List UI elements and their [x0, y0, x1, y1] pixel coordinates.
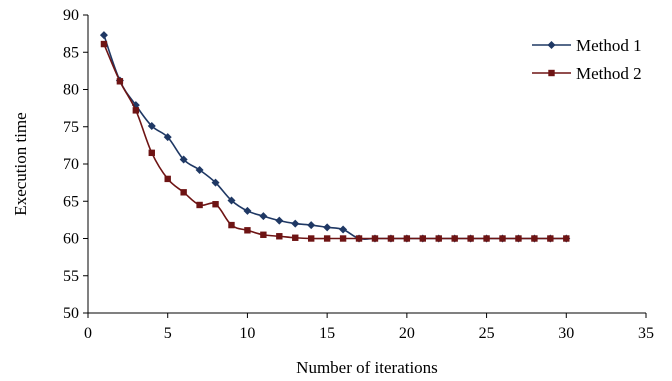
series-1	[99, 31, 571, 243]
data-point	[291, 219, 300, 228]
data-point	[323, 223, 332, 232]
data-point	[499, 235, 506, 242]
y-axis-label: Execution time	[11, 112, 30, 215]
legend-item: Method 2	[532, 64, 642, 83]
data-point	[515, 235, 522, 242]
data-point	[196, 201, 203, 209]
series-line	[103, 43, 567, 240]
y-tick-label: 70	[63, 156, 79, 173]
data-point	[308, 235, 315, 242]
data-point	[244, 227, 251, 234]
y-tick-label: 75	[63, 119, 79, 136]
legend-marker	[548, 69, 555, 77]
x-tick-label: 20	[399, 325, 415, 342]
data-point	[132, 107, 140, 114]
data-point	[435, 235, 442, 242]
data-point	[148, 149, 155, 157]
data-point	[116, 78, 124, 85]
y-tick-label: 50	[63, 305, 79, 322]
data-point	[451, 235, 458, 242]
x-tick-label: 0	[84, 325, 92, 342]
data-point	[467, 235, 474, 242]
legend-label: Method 2	[576, 64, 642, 83]
x-tick-label: 10	[239, 325, 255, 342]
data-point	[228, 221, 235, 229]
data-point	[371, 235, 379, 242]
data-point	[179, 155, 188, 164]
x-tick-label: 35	[638, 325, 654, 342]
data-point	[275, 216, 284, 225]
x-tick-label: 30	[558, 325, 574, 342]
y-tick-label: 65	[63, 193, 79, 210]
y-tick-label: 85	[63, 44, 79, 61]
x-tick-label: 5	[164, 325, 172, 342]
x-tick-label: 25	[479, 325, 495, 342]
data-point	[260, 231, 267, 238]
data-point	[323, 235, 331, 242]
y-tick-label: 60	[63, 231, 79, 248]
x-tick-label: 15	[319, 325, 335, 342]
x-axis-label: Number of iterations	[296, 358, 438, 377]
data-point	[180, 189, 187, 196]
data-point	[195, 165, 204, 174]
data-point	[243, 206, 252, 215]
data-point	[259, 212, 268, 221]
legend: Method 1 Method 2	[532, 36, 642, 83]
data-point	[227, 196, 236, 205]
data-point	[212, 201, 219, 208]
y-tick-label: 90	[63, 7, 79, 24]
data-point	[387, 235, 395, 242]
data-point	[403, 235, 411, 242]
axes	[87, 15, 646, 314]
data-point	[307, 221, 316, 230]
data-point	[292, 234, 299, 241]
data-point	[419, 235, 426, 242]
data-point	[547, 235, 554, 242]
data-point	[147, 122, 156, 131]
legend-item: Method 1	[532, 36, 642, 55]
y-tick-label: 55	[63, 268, 79, 285]
data-point	[276, 233, 283, 240]
y-tick-label: 80	[63, 82, 79, 99]
series-layer	[99, 31, 571, 243]
legend-label: Method 1	[576, 36, 642, 55]
x-ticks: 0 5 10 15 20 25 30 35	[84, 313, 654, 342]
data-point	[99, 31, 108, 40]
y-ticks: 50 55 60 65 70 75 80 85 90	[63, 7, 88, 322]
data-point	[100, 40, 108, 48]
data-point	[563, 235, 570, 242]
data-point	[531, 235, 538, 242]
data-point	[483, 235, 490, 242]
series-2	[100, 40, 570, 242]
data-point	[211, 178, 220, 187]
data-point	[355, 235, 363, 242]
data-point	[163, 133, 172, 142]
series-line	[103, 34, 567, 241]
legend-marker	[547, 41, 556, 49]
data-point	[164, 175, 171, 183]
data-point	[339, 225, 348, 234]
data-point	[339, 235, 347, 242]
